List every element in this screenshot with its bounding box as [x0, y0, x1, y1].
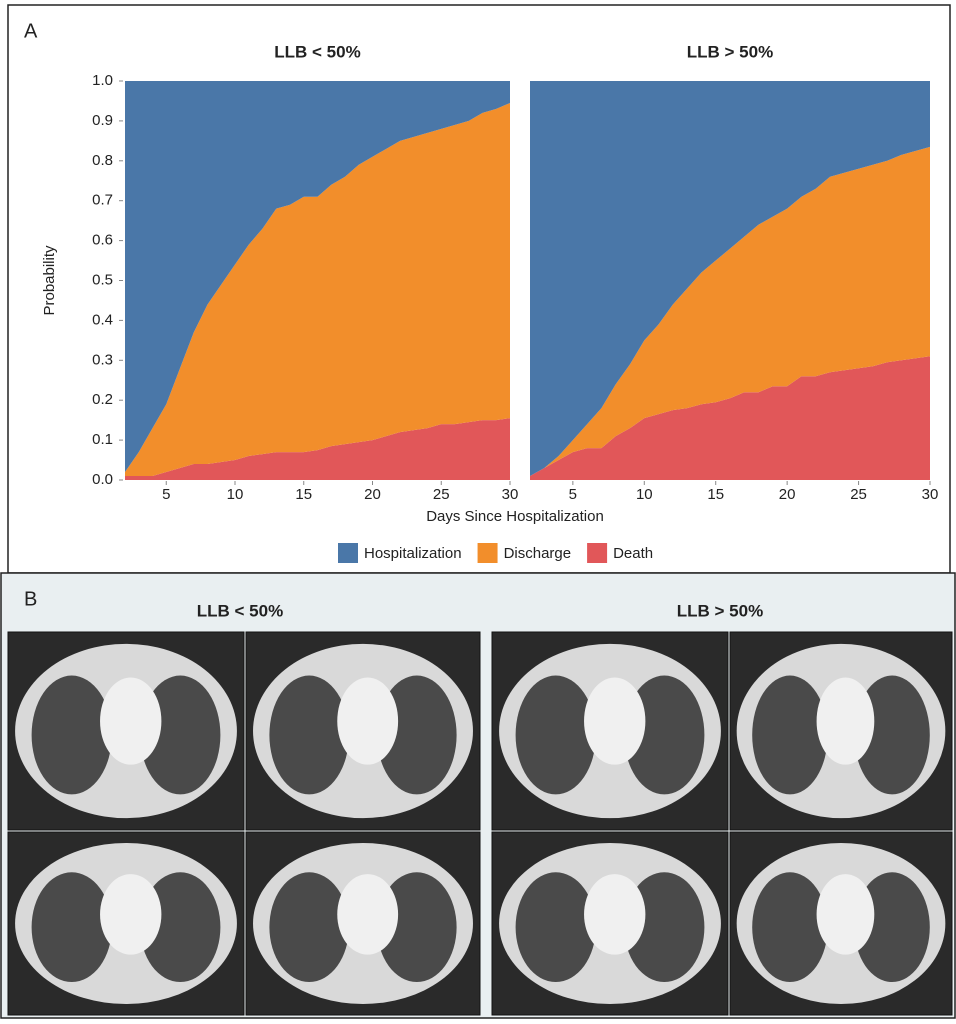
legend-swatch [477, 543, 498, 563]
x-tick-label: 25 [850, 486, 867, 503]
x-tick-label: 15 [707, 486, 724, 503]
area [530, 81, 930, 477]
area [530, 146, 930, 477]
ct-images [7, 631, 953, 1016]
x-axis-label: Days Since Hospitalization [426, 508, 604, 525]
ct-lung [515, 872, 596, 983]
ct-title: LLB < 50% [197, 601, 283, 620]
x-tick-label: 5 [569, 486, 577, 503]
x-tick-label: 20 [364, 486, 381, 503]
ct-lung [854, 675, 930, 795]
legend-label: Discharge [504, 545, 572, 562]
ct-heart [816, 677, 875, 765]
area [125, 81, 510, 473]
ct-heart [337, 677, 399, 765]
ct-lung [140, 675, 221, 795]
legend-label: Death [613, 545, 653, 562]
x-tick-label: 15 [295, 486, 312, 503]
y-tick-label: 0.5 [92, 271, 113, 288]
x-tick-label: 10 [636, 486, 653, 503]
x-tick-label: 30 [922, 486, 939, 503]
ct-lung [377, 872, 457, 983]
y-tick-label: 0.1 [92, 431, 113, 448]
ct-heart [100, 677, 162, 765]
ct-lung [269, 872, 349, 983]
ct-lung [854, 872, 930, 983]
x-tick-label: 30 [502, 486, 519, 503]
ct-lung [377, 675, 457, 795]
x-tick-label: 25 [433, 486, 450, 503]
ct-lung [624, 872, 705, 983]
y-tick-label: 1.0 [92, 72, 113, 89]
ct-lung [269, 675, 349, 795]
x-tick-label: 20 [779, 486, 796, 503]
ct-heart [816, 874, 875, 955]
ct-lung [624, 675, 705, 795]
x-tick-label: 5 [162, 486, 170, 503]
ct-lung [31, 872, 112, 983]
chart-title: LLB > 50% [687, 42, 773, 61]
y-tick-label: 0.6 [92, 232, 113, 249]
ct-heart [100, 874, 162, 955]
ct-heart [584, 677, 646, 765]
legend-swatch [338, 543, 358, 563]
y-tick-label: 0.7 [92, 192, 113, 209]
ct-lung [752, 675, 828, 795]
y-axis-label: Probability [41, 245, 58, 316]
ct-lung [515, 675, 596, 795]
ct-title: LLB > 50% [677, 601, 763, 620]
area [530, 356, 930, 480]
ct-lung [752, 872, 828, 983]
ct-lung [140, 872, 221, 983]
chart-title: LLB < 50% [274, 42, 360, 61]
ct-heart [584, 874, 646, 955]
x-tick-label: 10 [227, 486, 244, 503]
y-tick-label: 0.2 [92, 391, 113, 408]
legend-label: Hospitalization [364, 545, 462, 562]
ct-heart [337, 874, 399, 955]
y-tick-label: 0.9 [92, 112, 113, 129]
ct-lung [31, 675, 112, 795]
y-tick-label: 0.0 [92, 471, 113, 488]
area [125, 418, 510, 480]
area [125, 102, 510, 477]
y-tick-label: 0.3 [92, 351, 113, 368]
legend-swatch [587, 543, 608, 563]
panel-label: A [24, 20, 38, 42]
y-tick-label: 0.4 [92, 311, 113, 328]
y-tick-label: 0.8 [92, 152, 113, 169]
panel-label: B [24, 588, 37, 610]
